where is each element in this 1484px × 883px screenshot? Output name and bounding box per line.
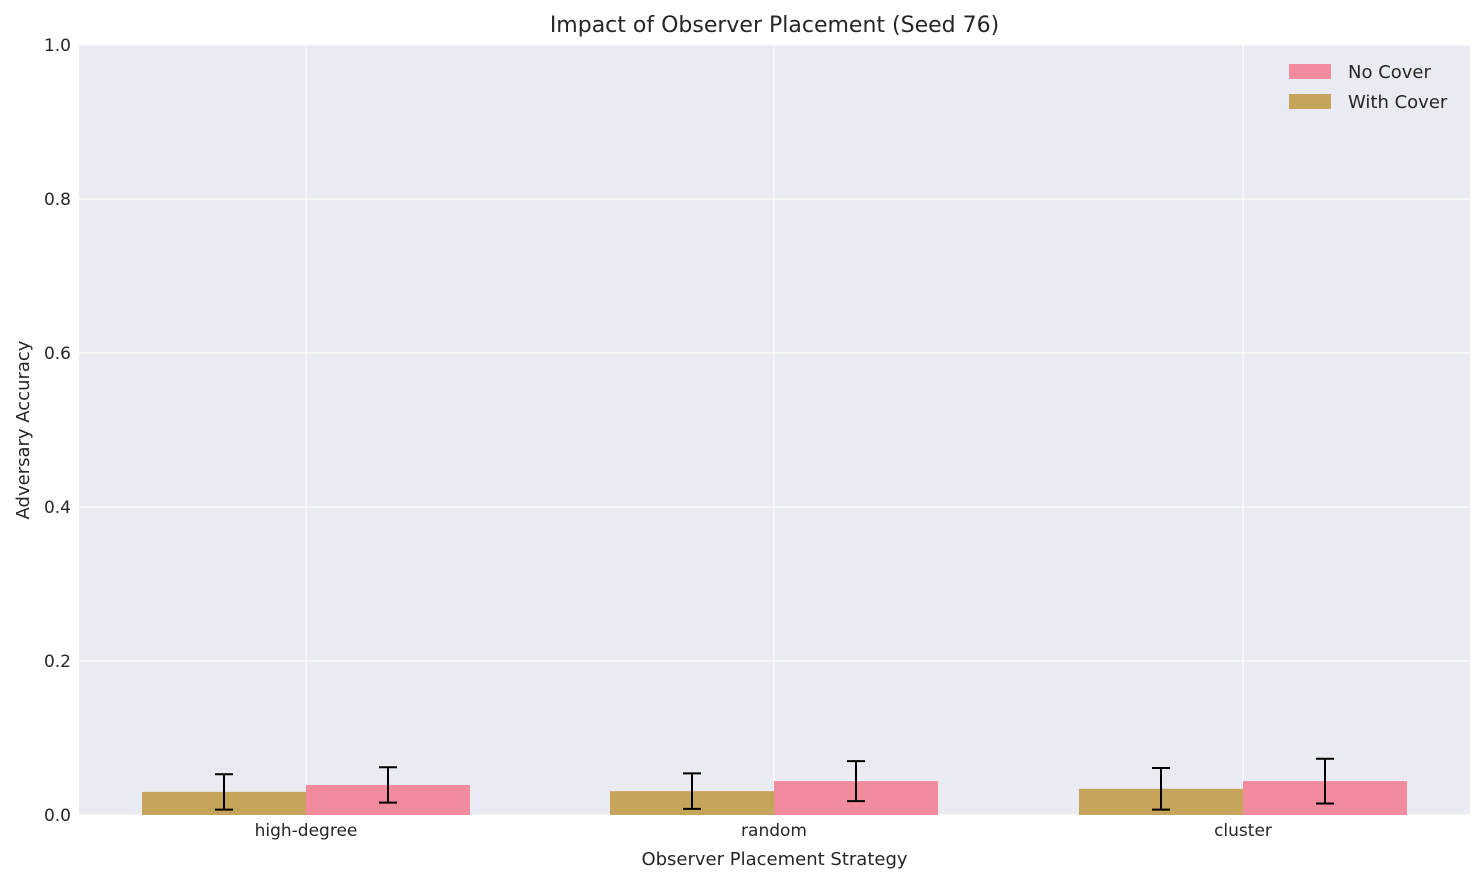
error-bar (683, 772, 701, 810)
error-bar (1152, 767, 1170, 811)
error-bar (215, 773, 233, 811)
error-bar (847, 760, 865, 803)
x-tick-label: high-degree (255, 821, 358, 841)
error-bar (1316, 757, 1334, 805)
legend-label: No Cover (1348, 62, 1432, 83)
y-tick-label: 0.2 (44, 652, 71, 672)
y-tick-label: 0.4 (44, 498, 71, 518)
legend-label: With Cover (1348, 92, 1448, 113)
legend: No Cover With Cover (1289, 62, 1448, 113)
y-tick-label: 0.0 (44, 806, 71, 826)
x-tick-label: random (741, 821, 807, 841)
x-axis-label: Observer Placement Strategy (641, 849, 907, 870)
y-tick-labels: 0.0 0.2 0.4 0.6 0.8 1.0 (44, 36, 71, 826)
error-bars (215, 757, 1334, 811)
legend-swatch (1289, 94, 1331, 109)
x-gridlines (305, 45, 1244, 815)
x-tick-label: cluster (1214, 821, 1272, 841)
y-tick-label: 0.6 (44, 344, 71, 364)
y-tick-label: 1.0 (44, 36, 71, 56)
chart-title: Impact of Observer Placement (Seed 76) (550, 13, 999, 38)
y-tick-label: 0.8 (44, 190, 71, 210)
error-bar (379, 766, 397, 804)
y-axis-label: Adversary Accuracy (13, 340, 34, 519)
x-tick-labels: high-degree random cluster (255, 821, 1272, 841)
legend-swatch (1289, 64, 1331, 79)
